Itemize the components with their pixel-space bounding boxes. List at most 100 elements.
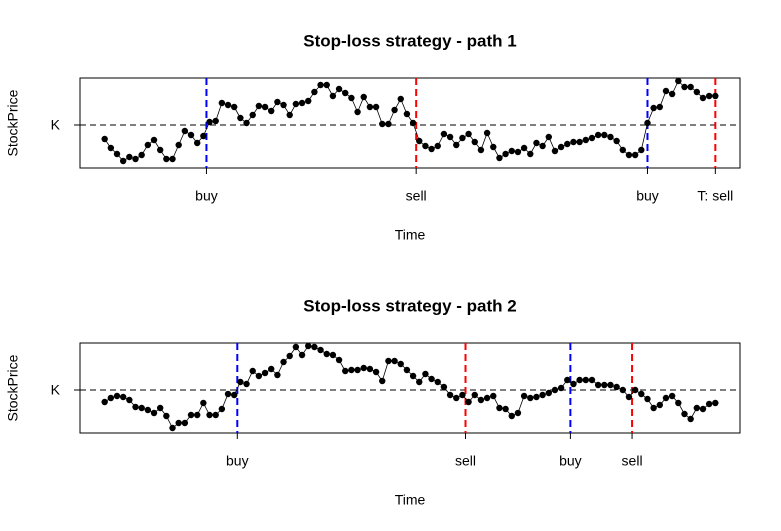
event-label: sell [622, 453, 643, 469]
price-point [471, 391, 478, 399]
event-label: sell [455, 453, 476, 469]
price-point [539, 391, 546, 399]
price-point [551, 386, 559, 394]
price-point [224, 101, 232, 109]
price-point [212, 117, 219, 125]
chart-title: Stop-loss strategy - path 2 [303, 296, 516, 315]
price-point [693, 404, 701, 412]
price-point [181, 419, 189, 427]
plot-frame [79, 342, 741, 434]
price-point [150, 409, 158, 417]
price-point [138, 404, 145, 412]
price-point [391, 357, 398, 365]
price-point [138, 151, 145, 159]
price-point [243, 380, 250, 388]
price-point [533, 393, 540, 401]
price-point [477, 146, 485, 154]
price-point [465, 130, 472, 138]
price-point [502, 405, 509, 413]
price-point [237, 114, 244, 122]
price-point [385, 357, 392, 365]
price-point [113, 392, 121, 400]
price-point [570, 380, 577, 388]
price-point [372, 103, 380, 111]
price-point [594, 131, 602, 139]
event-label: sell [406, 188, 427, 204]
price-point [662, 394, 670, 402]
price-point [372, 368, 380, 376]
price-point [126, 396, 133, 404]
price-point [545, 389, 552, 397]
price-point [329, 351, 337, 359]
price-point [231, 391, 238, 399]
price-point [163, 155, 170, 163]
price-point [403, 110, 411, 118]
price-point [397, 360, 404, 368]
price-point [693, 88, 701, 96]
price-point [440, 130, 448, 138]
price-point [668, 392, 676, 400]
price-point [483, 129, 491, 137]
event-label: buy [195, 188, 218, 204]
price-point [514, 409, 522, 417]
price-point [514, 148, 522, 156]
price-point [305, 342, 312, 350]
price-point [490, 392, 497, 400]
price-point [570, 138, 577, 146]
price-point [490, 143, 497, 151]
event-label: T: sell [697, 188, 733, 204]
price-point [668, 90, 676, 98]
price-point [465, 398, 472, 406]
price-point [496, 154, 503, 162]
price-point [335, 356, 343, 364]
price-point [249, 367, 256, 375]
price-point [206, 411, 213, 419]
price-point [261, 369, 269, 377]
price-point [132, 155, 139, 163]
price-point [348, 366, 355, 374]
price-point [607, 133, 614, 141]
event-label: buy [636, 188, 659, 204]
price-point [218, 99, 226, 107]
y-axis-label: StockPrice [5, 89, 21, 156]
price-point [323, 350, 330, 358]
price-point [619, 146, 627, 154]
price-point [360, 93, 367, 101]
price-point [520, 144, 528, 152]
price-point [712, 399, 719, 407]
x-axis-label: Time [395, 227, 426, 243]
price-point [119, 393, 127, 401]
price-point [699, 405, 707, 413]
price-point [681, 410, 688, 418]
price-point [144, 406, 152, 414]
price-point [298, 99, 306, 107]
price-point [193, 139, 201, 147]
price-point [527, 394, 534, 402]
y-axis-label: StockPrice [5, 354, 21, 421]
price-point [520, 392, 528, 400]
price-point [354, 108, 361, 116]
price-point [379, 377, 386, 385]
price-point [594, 381, 602, 389]
price-point [502, 150, 509, 158]
price-point [237, 378, 244, 386]
price-point [588, 134, 596, 142]
price-point [656, 103, 664, 111]
price-point [286, 352, 293, 360]
price-point [416, 137, 423, 145]
price-point [607, 381, 614, 389]
price-point [329, 92, 337, 100]
price-point [613, 137, 620, 145]
price-point [274, 371, 281, 379]
event-label: buy [226, 453, 249, 469]
price-point [212, 411, 219, 419]
price-point [298, 351, 306, 359]
price-point [434, 378, 441, 386]
plot-frame [79, 77, 741, 169]
price-point [335, 85, 343, 93]
price-point [564, 376, 571, 384]
y-tick-label: K [51, 382, 61, 398]
price-point [107, 394, 115, 402]
price-point [557, 143, 565, 151]
price-point [576, 376, 583, 384]
